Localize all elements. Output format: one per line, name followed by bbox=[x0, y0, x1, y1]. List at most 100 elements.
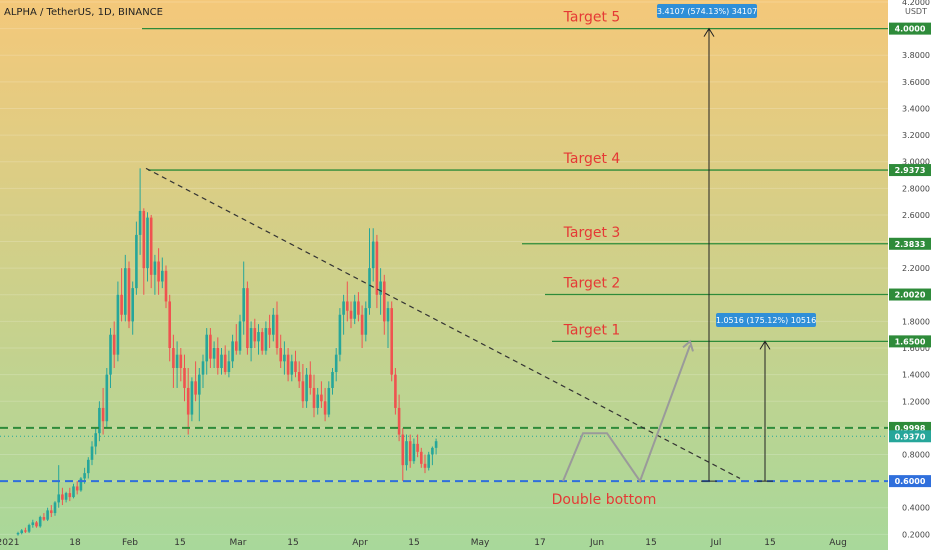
price-tag-text: 4.0000 bbox=[895, 25, 926, 34]
candle-body bbox=[253, 328, 257, 342]
candle-body bbox=[20, 530, 23, 534]
candle-body bbox=[279, 348, 282, 362]
candle-body bbox=[220, 354, 223, 368]
candle-body bbox=[249, 328, 253, 349]
candle-body bbox=[375, 241, 379, 295]
candle-body bbox=[238, 321, 242, 351]
candle-body bbox=[305, 374, 308, 402]
candle-body bbox=[16, 533, 20, 535]
candle-body bbox=[135, 234, 138, 289]
candle-body bbox=[223, 354, 227, 372]
price-tick-label: 1.8000 bbox=[902, 317, 930, 326]
measure-callout bbox=[716, 313, 816, 327]
candle-body bbox=[83, 473, 86, 479]
candle-body bbox=[386, 308, 390, 322]
time-axis: 2021 18 Feb 15 Mar 15 Apr 15 May 17 Jun 15 Jul 15 Aug bbox=[0, 538, 847, 548]
price-axis: 0.20000.40000.60000.80001.00001.20001.40… bbox=[889, 0, 931, 539]
candle-body bbox=[168, 301, 171, 349]
symbol-title: ALPHA / TetherUS, 1D, BINANCE bbox=[4, 7, 163, 18]
price-tag bbox=[889, 288, 931, 301]
measure-callout-text: 3.4107 (574.13%) 34107 bbox=[657, 7, 757, 16]
price-tag-text: 2.3833 bbox=[895, 240, 926, 249]
candle-body bbox=[283, 354, 286, 362]
price-tick-label: 2.8000 bbox=[902, 184, 930, 193]
price-tick-label: 2.6000 bbox=[902, 211, 930, 220]
candle-body bbox=[290, 361, 294, 375]
price-tick-label: 3.6000 bbox=[902, 78, 930, 87]
candle-body bbox=[190, 381, 194, 415]
candle-body bbox=[212, 348, 216, 359]
time-tick-label: Mar bbox=[230, 538, 247, 548]
candle-body bbox=[205, 334, 208, 362]
candle-body bbox=[90, 446, 94, 460]
candle-body bbox=[275, 314, 279, 349]
candle-body bbox=[105, 374, 109, 422]
candle-body bbox=[94, 433, 97, 447]
candle-body bbox=[109, 334, 112, 375]
price-tag-text: 2.0020 bbox=[895, 291, 926, 300]
candle-body bbox=[338, 314, 342, 355]
candle-body bbox=[153, 261, 157, 275]
candle-body bbox=[323, 401, 327, 415]
candle-body bbox=[379, 281, 382, 295]
candle-body bbox=[120, 294, 123, 315]
time-tick-label: 18 bbox=[69, 538, 81, 548]
time-tick-label: 15 bbox=[174, 538, 185, 548]
candle-body bbox=[198, 374, 201, 395]
price-tag-text: 2.9373 bbox=[895, 166, 926, 175]
candle-body bbox=[194, 381, 197, 395]
candle-body bbox=[423, 463, 427, 468]
candle-body bbox=[57, 494, 60, 503]
candle-body bbox=[138, 210, 142, 235]
trendline bbox=[145, 167, 741, 479]
candle-body bbox=[401, 434, 405, 466]
candle-body bbox=[31, 522, 35, 526]
candle-body bbox=[297, 371, 301, 382]
time-tick-label: 2021 bbox=[0, 538, 19, 548]
candle-body bbox=[87, 459, 90, 474]
candle-body bbox=[257, 332, 260, 342]
candle-body bbox=[112, 334, 116, 355]
candle-body bbox=[149, 217, 153, 275]
currency-label: USDT bbox=[905, 7, 927, 16]
candle-body bbox=[246, 288, 249, 349]
candle-body bbox=[286, 354, 290, 375]
candle-body bbox=[390, 308, 393, 375]
measure-callout bbox=[657, 4, 757, 18]
candle-body bbox=[368, 268, 371, 309]
target-label: Target 4 bbox=[563, 151, 621, 167]
candle-body bbox=[142, 210, 146, 269]
candle-body bbox=[183, 367, 186, 388]
candle-body bbox=[98, 407, 101, 434]
drawings: Target 5 Target 4 Target 3 Target 2 Target 1… bbox=[0, 4, 888, 508]
candle-body bbox=[124, 268, 127, 315]
candle-body bbox=[46, 510, 49, 520]
candle-body bbox=[431, 447, 434, 455]
time-tick-label: Aug bbox=[829, 538, 847, 548]
candle-body bbox=[35, 522, 38, 527]
candle-body bbox=[294, 361, 297, 372]
price-tick-label: 3.2000 bbox=[902, 131, 930, 140]
candle-body bbox=[79, 478, 83, 491]
price-tag bbox=[889, 164, 931, 177]
candle-body bbox=[164, 270, 168, 302]
candle-body bbox=[427, 454, 430, 468]
candle-body bbox=[27, 525, 31, 532]
candle-body bbox=[50, 510, 53, 514]
candle-body bbox=[235, 341, 238, 351]
price-axis-panel bbox=[888, 0, 932, 550]
grid bbox=[0, 1, 888, 535]
price-tag bbox=[889, 237, 931, 250]
target-label: Target 5 bbox=[563, 10, 621, 26]
candle-body bbox=[38, 517, 42, 527]
candle-body bbox=[42, 517, 46, 520]
candle-body bbox=[357, 301, 360, 315]
price-tick-label: 3.8000 bbox=[902, 51, 930, 60]
candle-body bbox=[227, 361, 231, 372]
candle-body bbox=[331, 371, 334, 388]
chart-background bbox=[0, 0, 888, 550]
candle-body bbox=[175, 354, 179, 368]
candle-body bbox=[242, 288, 245, 322]
candle-body bbox=[364, 308, 368, 335]
